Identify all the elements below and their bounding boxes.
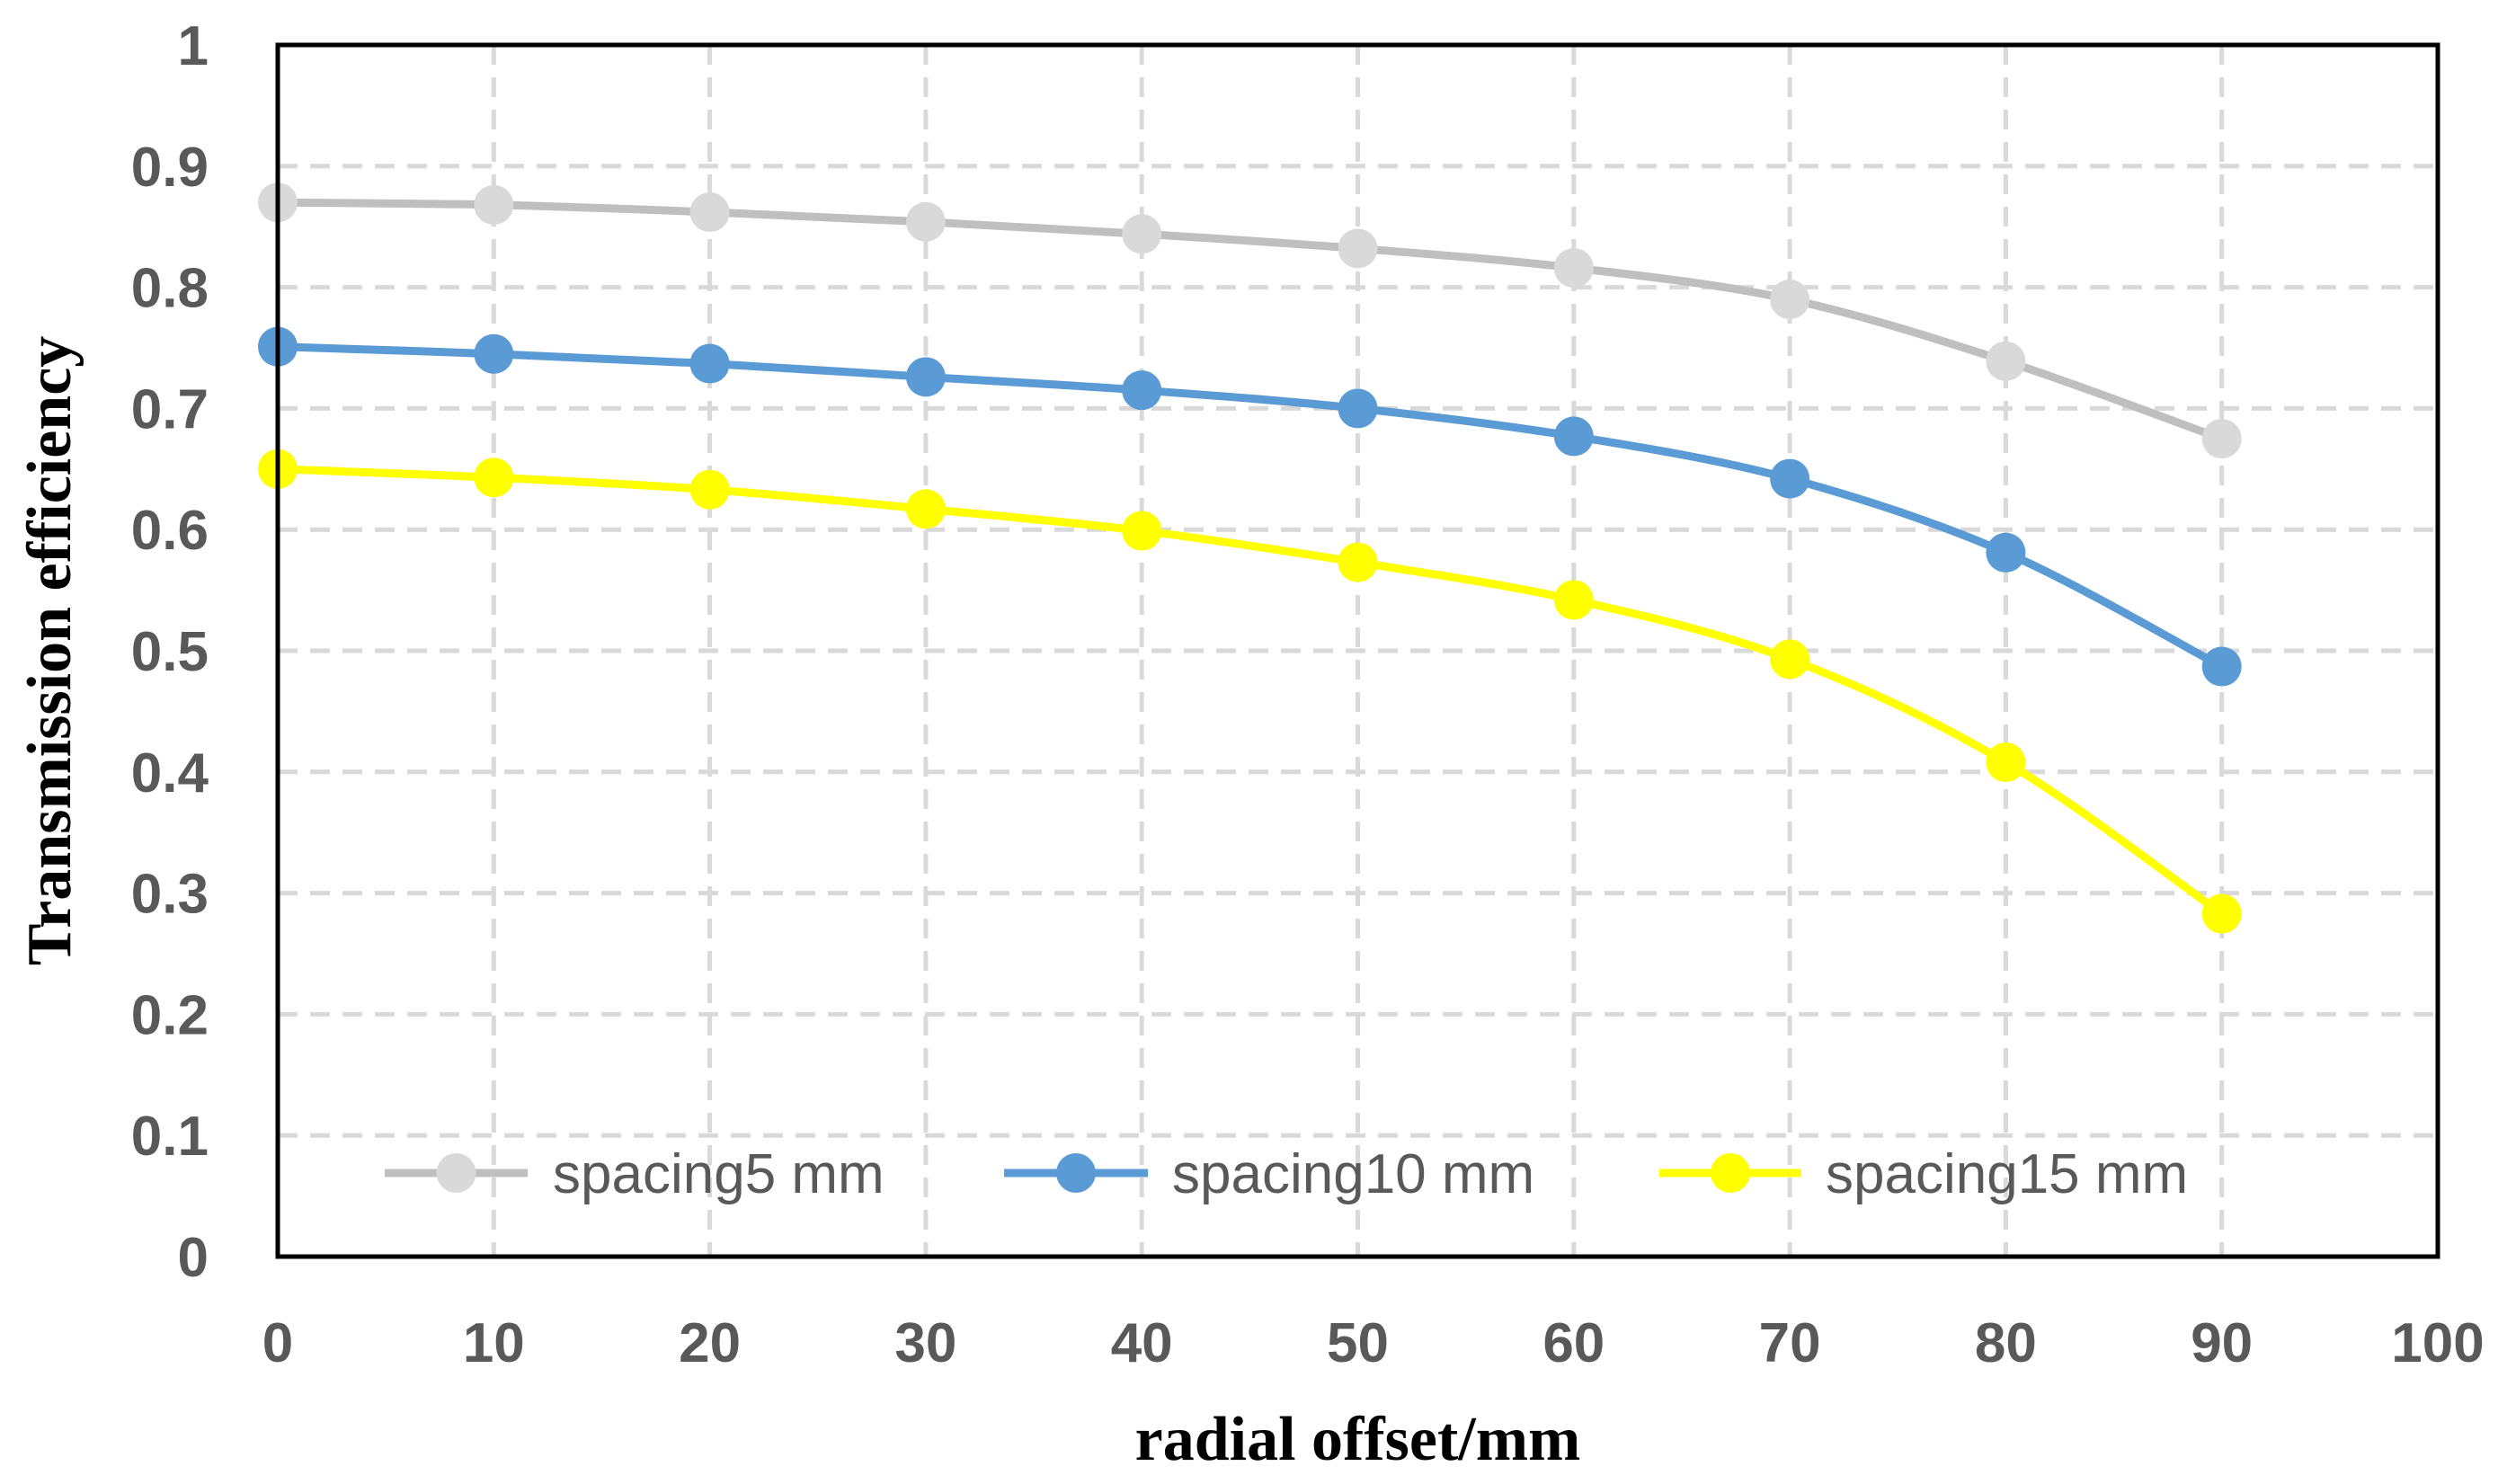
x-axis-title: radial offset/mm — [1135, 1405, 1581, 1474]
data-point — [2201, 646, 2242, 687]
y-tick-label: 1 — [178, 15, 209, 77]
x-tick-label: 20 — [679, 1312, 741, 1374]
data-point — [1122, 511, 1162, 551]
legend-marker — [1711, 1153, 1750, 1193]
grid — [278, 45, 2438, 1257]
data-point — [1553, 248, 1594, 289]
series-line — [277, 342, 2224, 671]
data-point — [1338, 388, 1378, 429]
y-tick-label: 0.9 — [131, 137, 209, 199]
series-layer — [258, 182, 2242, 934]
y-tick-label: 0 — [178, 1227, 209, 1289]
y-tick-label: 0.8 — [131, 258, 209, 320]
legend: spacing5 mm spacing10 mm spacing15 mm — [385, 1143, 2188, 1205]
series-line — [277, 198, 2224, 443]
data-point — [1122, 214, 1162, 254]
x-tick-label: 70 — [1759, 1312, 1821, 1374]
data-point — [905, 489, 946, 529]
legend-label: spacing10 mm — [1172, 1143, 1534, 1205]
y-tick-label: 0.7 — [131, 378, 209, 440]
x-tick-label: 60 — [1542, 1312, 1605, 1374]
legend-label: spacing15 mm — [1826, 1143, 2188, 1205]
data-point — [474, 184, 514, 225]
data-point — [689, 192, 730, 233]
x-tick-label: 50 — [1327, 1312, 1389, 1374]
y-tick-label: 0.1 — [131, 1106, 209, 1168]
data-point — [474, 458, 514, 498]
data-point — [905, 357, 946, 397]
data-point — [474, 333, 514, 374]
data-point — [905, 201, 946, 242]
x-tick-label: 0 — [262, 1312, 293, 1374]
x-tick-label: 100 — [2391, 1312, 2484, 1374]
x-tick-label: 90 — [2191, 1312, 2253, 1374]
data-point — [1553, 416, 1594, 457]
y-tick-label: 0.4 — [131, 742, 209, 804]
x-tick-label: 30 — [894, 1312, 956, 1374]
x-tick-label: 80 — [1975, 1312, 2037, 1374]
data-point — [689, 469, 730, 510]
plot-frame — [275, 42, 2440, 1259]
y-tick-labels: 0 0.1 0.2 0.3 0.4 0.5 0.6 0.7 0.8 0.9 1 — [131, 15, 209, 1289]
series-3 — [258, 449, 2242, 934]
data-point — [1553, 580, 1594, 620]
x-tick-label: 10 — [463, 1312, 525, 1374]
x-tick-labels: 0 10 20 30 40 50 60 70 80 90 100 — [262, 1312, 2485, 1374]
legend-marker — [1056, 1153, 1096, 1193]
data-point — [1338, 228, 1378, 269]
data-point — [2201, 893, 2242, 934]
y-axis-title: Transmission efficiency — [15, 336, 84, 966]
y-tick-label: 0.3 — [131, 864, 209, 926]
legend-marker — [436, 1153, 476, 1193]
legend-item: spacing15 mm — [1659, 1143, 2188, 1205]
y-tick-label: 0.2 — [131, 984, 209, 1046]
data-point — [1986, 341, 2026, 381]
data-point — [1338, 542, 1378, 582]
data-point — [1770, 280, 1810, 320]
series-2 — [258, 326, 2242, 687]
legend-item: spacing5 mm — [385, 1143, 885, 1205]
data-point — [1122, 370, 1162, 411]
legend-item: spacing10 mm — [1004, 1143, 1534, 1205]
x-tick-label: 40 — [1111, 1312, 1173, 1374]
y-tick-label: 0.5 — [131, 621, 209, 683]
y-tick-label: 0.6 — [131, 500, 209, 562]
data-point — [1986, 532, 2026, 573]
data-point — [1770, 458, 1810, 499]
data-point — [2201, 419, 2242, 459]
data-point — [689, 343, 730, 384]
legend-label: spacing5 mm — [553, 1143, 885, 1205]
series-line — [277, 465, 2225, 918]
data-point — [1770, 639, 1810, 680]
series-1 — [258, 182, 2242, 459]
data-point — [1986, 742, 2026, 783]
